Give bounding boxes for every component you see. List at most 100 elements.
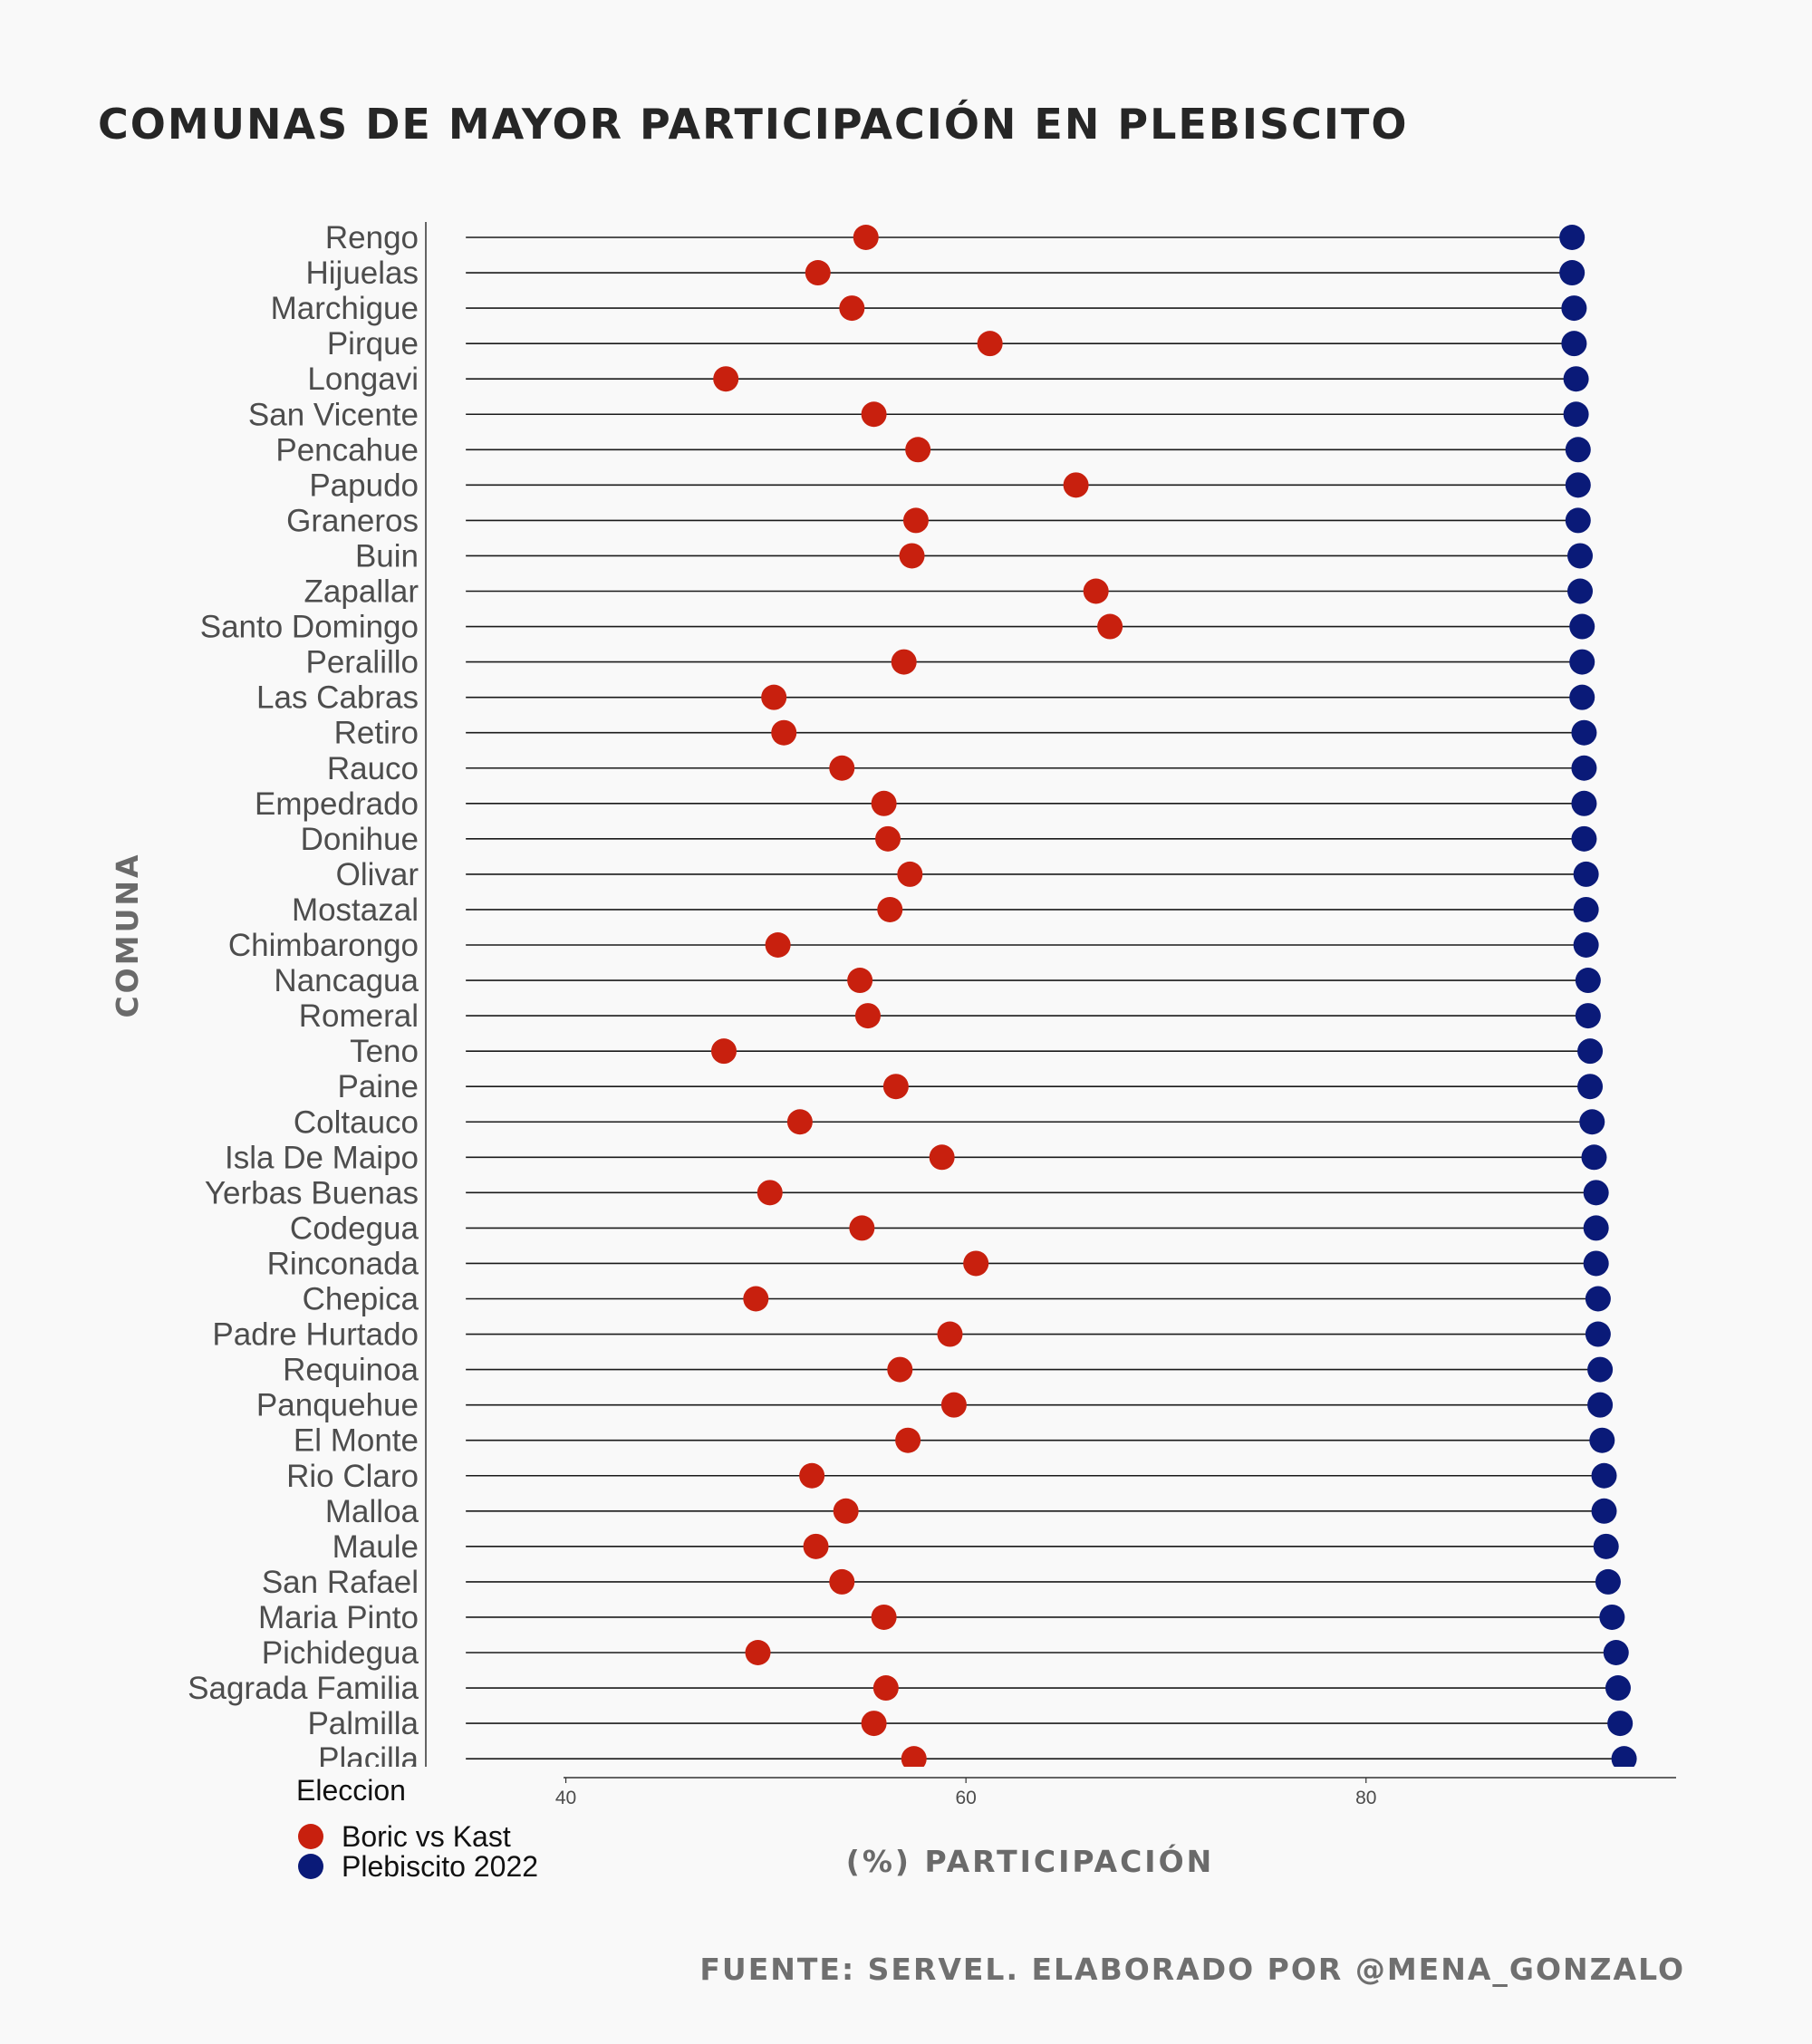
point-boric-vs-kast-rio-claro xyxy=(799,1462,825,1489)
row-peralillo: Peralillo xyxy=(306,645,1595,680)
category-label-romeral: Romeral xyxy=(299,998,419,1034)
row-requinoa: Requinoa xyxy=(283,1353,1614,1388)
category-label-rengo: Rengo xyxy=(325,220,419,256)
point-boric-vs-kast-yerbas-buenas xyxy=(757,1180,783,1206)
row-rio-claro: Rio Claro xyxy=(286,1459,1617,1494)
point-boric-vs-kast-teno xyxy=(710,1038,737,1065)
point-boric-vs-kast-rengo xyxy=(853,225,879,250)
category-label-peralillo: Peralillo xyxy=(306,645,419,680)
category-label-nancagua: Nancagua xyxy=(274,963,419,998)
row-panquehue: Panquehue xyxy=(256,1388,1614,1423)
point-plebiscito-2022-san-rafael xyxy=(1595,1568,1621,1595)
row-maria-pinto: Maria Pinto xyxy=(258,1600,1625,1635)
row-empedrado: Empedrado xyxy=(255,786,1597,822)
point-plebiscito-2022-marchigue xyxy=(1561,295,1587,322)
category-label-papudo: Papudo xyxy=(309,468,419,503)
category-label-palmilla: Palmilla xyxy=(307,1706,419,1741)
row-placilla: Placilla xyxy=(318,1741,1637,1777)
point-plebiscito-2022-donihue xyxy=(1571,825,1597,852)
row-longavi: Longavi xyxy=(307,362,1589,397)
category-label-requinoa: Requinoa xyxy=(283,1353,419,1388)
point-boric-vs-kast-buin xyxy=(899,543,925,569)
point-boric-vs-kast-romeral xyxy=(854,1003,881,1029)
point-plebiscito-2022-placilla xyxy=(1611,1746,1637,1767)
point-boric-vs-kast-las-cabras xyxy=(761,684,787,710)
row-teno: Teno xyxy=(350,1034,1604,1069)
point-plebiscito-2022-retiro xyxy=(1571,719,1597,746)
row-palmilla: Palmilla xyxy=(307,1706,1634,1741)
point-plebiscito-2022-nancagua xyxy=(1575,968,1601,994)
row-zapallar: Zapallar xyxy=(304,574,1594,610)
category-label-isla-de-maipo: Isla De Maipo xyxy=(225,1140,419,1175)
point-plebiscito-2022-las-cabras xyxy=(1569,684,1595,710)
category-label-las-cabras: Las Cabras xyxy=(256,680,419,716)
category-label-maule: Maule xyxy=(333,1529,419,1565)
point-boric-vs-kast-requinoa xyxy=(887,1356,913,1383)
point-boric-vs-kast-mostazal xyxy=(877,896,903,922)
point-plebiscito-2022-longavi xyxy=(1563,366,1589,392)
row-rauco: Rauco xyxy=(327,751,1597,786)
point-boric-vs-kast-sagrada-familia xyxy=(872,1675,899,1702)
chart-title: COMUNAS DE MAYOR PARTICIPACIÓN EN PLEBIS… xyxy=(98,100,1408,149)
point-plebiscito-2022-romeral xyxy=(1575,1003,1601,1029)
row-hijuelas: Hijuelas xyxy=(306,256,1586,291)
point-plebiscito-2022-yerbas-buenas xyxy=(1583,1180,1609,1206)
point-boric-vs-kast-maria-pinto xyxy=(871,1604,897,1630)
legend-label-plebiscito-2022: Plebiscito 2022 xyxy=(342,1850,538,1883)
point-plebiscito-2022-rinconada xyxy=(1583,1250,1609,1277)
category-label-zapallar: Zapallar xyxy=(304,574,419,610)
category-label-mostazal: Mostazal xyxy=(292,892,419,928)
row-san-vicente: San Vicente xyxy=(248,397,1589,432)
category-label-placilla: Placilla xyxy=(318,1741,419,1777)
point-boric-vs-kast-isla-de-maipo xyxy=(929,1144,955,1171)
row-chepica: Chepica xyxy=(303,1282,1611,1317)
x-tick-label-80: 80 xyxy=(1355,1788,1376,1808)
category-label-santo-domingo: Santo Domingo xyxy=(200,610,419,645)
point-plebiscito-2022-buin xyxy=(1567,543,1594,569)
row-chimbarongo: Chimbarongo xyxy=(228,928,1599,963)
category-label-pichidegua: Pichidegua xyxy=(262,1635,419,1671)
point-plebiscito-2022-chepica xyxy=(1585,1286,1611,1312)
point-boric-vs-kast-zapallar xyxy=(1083,578,1109,604)
point-plebiscito-2022-santo-domingo xyxy=(1569,613,1595,640)
point-boric-vs-kast-rauco xyxy=(829,755,855,781)
category-label-paine: Paine xyxy=(337,1069,419,1104)
category-label-empedrado: Empedrado xyxy=(255,786,419,822)
category-label-panquehue: Panquehue xyxy=(256,1388,419,1423)
row-buin: Buin xyxy=(355,538,1594,574)
row-coltauco: Coltauco xyxy=(294,1104,1605,1140)
row-rinconada: Rinconada xyxy=(267,1246,1609,1281)
point-boric-vs-kast-pirque xyxy=(977,331,1003,357)
point-plebiscito-2022-teno xyxy=(1577,1038,1604,1065)
legend-marker-boric-vs-kast xyxy=(298,1824,323,1849)
row-santo-domingo: Santo Domingo xyxy=(200,610,1595,645)
category-label-pencahue: Pencahue xyxy=(275,432,419,468)
row-graneros: Graneros xyxy=(286,503,1591,538)
row-yerbas-buenas: Yerbas Buenas xyxy=(205,1175,1609,1210)
point-plebiscito-2022-san-vicente xyxy=(1563,401,1589,428)
point-plebiscito-2022-rio-claro xyxy=(1591,1462,1617,1489)
point-plebiscito-2022-padre-hurtado xyxy=(1585,1321,1611,1347)
point-plebiscito-2022-sagrada-familia xyxy=(1605,1675,1631,1702)
row-marchigue: Marchigue xyxy=(271,291,1587,326)
point-boric-vs-kast-peralillo xyxy=(891,649,917,675)
category-label-coltauco: Coltauco xyxy=(294,1104,419,1140)
row-pencahue: Pencahue xyxy=(275,432,1591,468)
point-boric-vs-kast-panquehue xyxy=(940,1392,967,1418)
point-boric-vs-kast-santo-domingo xyxy=(1097,613,1123,640)
row-mostazal: Mostazal xyxy=(292,892,1599,928)
point-plebiscito-2022-maule xyxy=(1593,1533,1619,1559)
category-label-rio-claro: Rio Claro xyxy=(286,1459,419,1494)
row-nancagua: Nancagua xyxy=(274,963,1601,998)
x-tick-label-60: 60 xyxy=(955,1788,976,1808)
row-malloa: Malloa xyxy=(325,1494,1617,1529)
point-boric-vs-kast-malloa xyxy=(833,1498,859,1524)
source-note: FUENTE: SERVEL. ELABORADO POR @MENA_GONZ… xyxy=(699,1952,1685,1987)
point-boric-vs-kast-rinconada xyxy=(963,1250,989,1277)
point-plebiscito-2022-chimbarongo xyxy=(1573,932,1599,958)
point-boric-vs-kast-el-monte xyxy=(895,1427,921,1453)
category-label-codegua: Codegua xyxy=(290,1210,419,1246)
legend-title: Eleccion xyxy=(296,1774,406,1807)
row-maule: Maule xyxy=(333,1529,1619,1565)
